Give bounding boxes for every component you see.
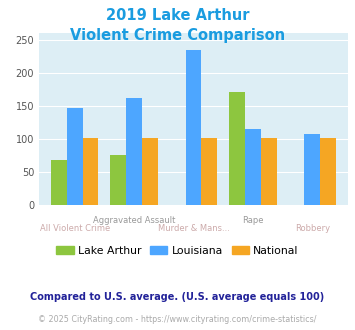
Text: Compared to U.S. average. (U.S. average equals 100): Compared to U.S. average. (U.S. average … bbox=[31, 292, 324, 302]
Bar bbox=[261, 138, 277, 205]
Bar bbox=[304, 134, 320, 205]
Bar bbox=[126, 98, 142, 205]
Text: © 2025 CityRating.com - https://www.cityrating.com/crime-statistics/: © 2025 CityRating.com - https://www.city… bbox=[38, 315, 317, 324]
Text: Violent Crime Comparison: Violent Crime Comparison bbox=[70, 28, 285, 43]
Text: All Violent Crime: All Violent Crime bbox=[39, 224, 110, 233]
Bar bbox=[67, 108, 83, 205]
Bar bbox=[201, 138, 217, 205]
Text: 2019 Lake Arthur: 2019 Lake Arthur bbox=[106, 8, 249, 23]
Bar bbox=[229, 92, 245, 205]
Text: Robbery: Robbery bbox=[295, 224, 330, 233]
Text: Aggravated Assault: Aggravated Assault bbox=[93, 216, 175, 225]
Bar bbox=[245, 129, 261, 205]
Bar bbox=[142, 138, 158, 205]
Legend: Lake Arthur, Louisiana, National: Lake Arthur, Louisiana, National bbox=[52, 242, 303, 260]
Bar bbox=[110, 155, 126, 205]
Bar bbox=[320, 138, 336, 205]
Bar bbox=[51, 160, 67, 205]
Text: Murder & Mans...: Murder & Mans... bbox=[158, 224, 229, 233]
Bar bbox=[186, 50, 201, 205]
Bar bbox=[83, 138, 98, 205]
Text: Rape: Rape bbox=[242, 216, 264, 225]
